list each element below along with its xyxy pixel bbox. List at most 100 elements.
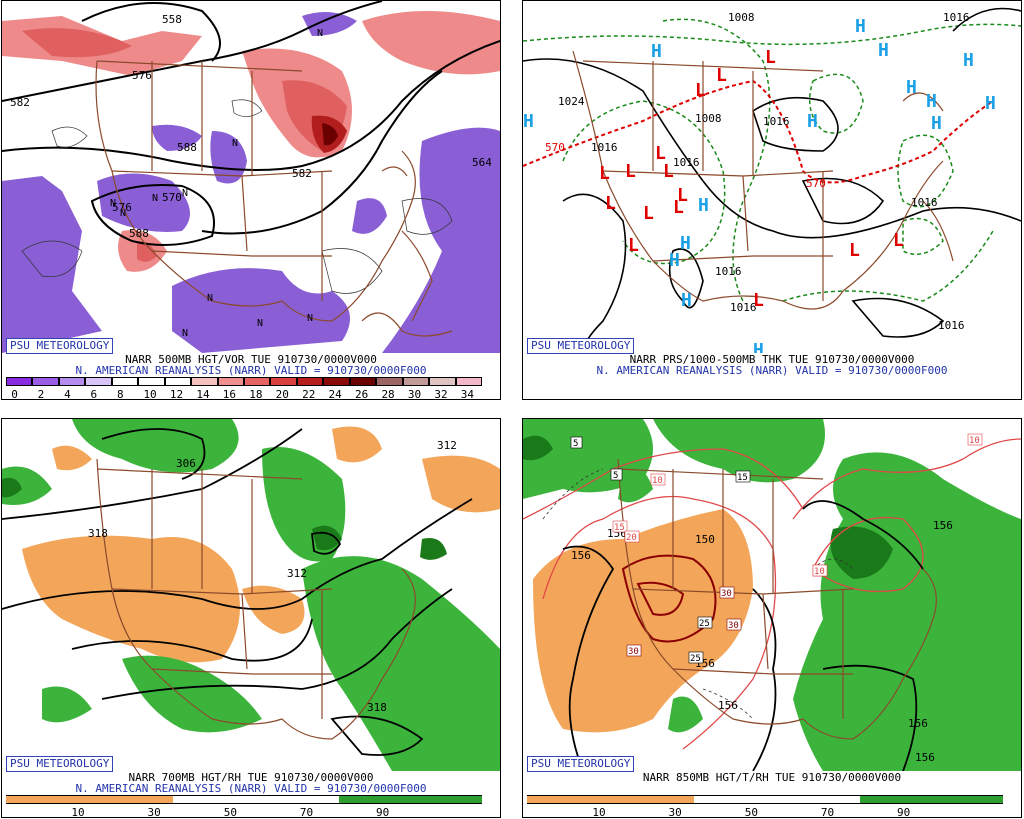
svg-text:1016: 1016 (763, 115, 790, 128)
svg-text:L: L (643, 203, 654, 224)
svg-text:H: H (855, 16, 866, 37)
colorbar-segment (32, 377, 59, 386)
negative-vorticity-areas (2, 12, 500, 353)
colorbar-segment (296, 377, 324, 386)
svg-text:H: H (926, 91, 937, 112)
svg-text:1008: 1008 (695, 112, 722, 125)
colorbar-segment (860, 795, 1003, 804)
colorbar-segment (455, 377, 482, 386)
svg-text:156: 156 (571, 549, 591, 562)
saturated-areas (523, 435, 893, 579)
psu-meteorology-label: PSU METEOROLOGY (6, 338, 114, 354)
contour-label: 576 (132, 69, 152, 82)
svg-text:156: 156 (915, 751, 935, 764)
svg-text:318: 318 (88, 527, 108, 540)
svg-text:N: N (120, 208, 126, 219)
svg-text:H: H (906, 77, 917, 98)
svg-text:156: 156 (718, 699, 738, 712)
contour-label: 558 (162, 13, 182, 26)
contour-labels: 306 312 318 312 318 (88, 439, 457, 714)
svg-text:N: N (257, 318, 263, 329)
colorbar-tick-label: 90 (897, 806, 911, 818)
svg-text:N: N (182, 328, 188, 339)
height-contours (2, 428, 473, 756)
svg-text:N: N (207, 293, 213, 304)
svg-text:L: L (677, 185, 688, 206)
colorbar-tick-label: 30 (147, 806, 161, 818)
map-850mb-temp-rh: 150 156 156 156 156 156 156 156 5 5 10 1… (523, 419, 1021, 771)
colorbar-segment (527, 795, 694, 804)
colorbar-segment (58, 377, 86, 386)
svg-text:L: L (599, 163, 610, 184)
svg-text:N: N (307, 313, 313, 324)
svg-text:L: L (893, 230, 904, 251)
colorbar-tick-label: 30 (407, 388, 422, 400)
map-500mb-vorticity: 582 582 588 588 576 576 570 564 558 N N … (2, 1, 500, 353)
colorbar-tick-label: 10 (592, 806, 606, 818)
svg-text:1016: 1016 (591, 141, 618, 154)
contour-label: 564 (472, 156, 492, 169)
geography-lines (95, 60, 453, 337)
svg-text:L: L (605, 193, 616, 214)
svg-text:156: 156 (908, 717, 928, 730)
temperature-labels: 5 5 10 10 10 15 15 20 25 25 30 30 30 10 (570, 433, 983, 664)
colorbar-segment (217, 377, 244, 386)
panel-850mb-temp-rh: 150 156 156 156 156 156 156 156 5 5 10 1… (522, 418, 1022, 818)
svg-text:N: N (152, 193, 158, 204)
colorbar-tick-label: 10 (71, 806, 85, 818)
dry-areas (22, 426, 500, 663)
svg-text:20: 20 (626, 533, 637, 543)
colorbar-segment (693, 795, 861, 804)
colorbar-segment (376, 377, 403, 386)
svg-text:L: L (628, 235, 639, 256)
svg-text:H: H (753, 340, 764, 353)
colorbar-tick-label: 50 (744, 806, 758, 818)
contour-label: 582 (292, 167, 312, 180)
svg-text:30: 30 (628, 647, 639, 657)
colorbar-tick-label: 0 (11, 388, 18, 400)
svg-text:1016: 1016 (943, 11, 970, 24)
svg-text:25: 25 (699, 619, 710, 629)
psu-meteorology-label: PSU METEOROLOGY (527, 756, 635, 772)
colorbar-segment (191, 377, 218, 386)
svg-text:1016: 1016 (715, 265, 742, 278)
svg-text:10: 10 (969, 436, 980, 446)
colorbar-tick-label: 50 (223, 806, 237, 818)
colorbar-segment (138, 377, 165, 386)
panel-subcaption: N. AMERICAN REANALYSIS (NARR) VALID = 91… (596, 364, 948, 377)
contour-label: 588 (177, 141, 197, 154)
svg-text:L: L (716, 65, 727, 86)
svg-text:N: N (110, 198, 116, 209)
colorbar-vorticity (6, 377, 482, 386)
svg-text:H: H (681, 290, 692, 311)
low-pressure-markers: L L L L L L L L L L L L L L L (599, 47, 904, 311)
colorbar-tick-label: 30 (668, 806, 682, 818)
svg-text:N: N (317, 28, 323, 39)
thickness-contours (523, 18, 1021, 302)
colorbar-segment (429, 377, 456, 386)
svg-text:L: L (849, 240, 860, 261)
geography-lines (96, 458, 416, 740)
svg-text:H: H (878, 40, 889, 61)
svg-text:25: 25 (690, 654, 701, 664)
svg-text:15: 15 (737, 473, 748, 483)
svg-text:N: N (182, 188, 188, 199)
svg-text:570: 570 (545, 141, 565, 154)
svg-text:1016: 1016 (911, 196, 938, 209)
svg-text:150: 150 (695, 533, 715, 546)
colorbar-tick-label: 8 (117, 388, 124, 400)
geography-lines (572, 50, 954, 310)
panel-caption: NARR 850MB HGT/T/RH TUE 910730/0000V000 (642, 771, 902, 784)
panel-subcaption: N. AMERICAN REANALYSIS (NARR) VALID = 91… (75, 782, 427, 795)
svg-text:1016: 1016 (673, 156, 700, 169)
high-pressure-markers: H H H H H H H H H H H H H H H (523, 16, 996, 353)
colorbar-segment (6, 795, 173, 804)
svg-text:1024: 1024 (558, 95, 585, 108)
thickness-570-contour (523, 79, 994, 184)
colorbar-tick-label: 34 (460, 388, 475, 400)
contour-label: 576 (112, 201, 132, 214)
svg-text:L: L (695, 80, 706, 101)
colorbar-segment (85, 377, 112, 386)
height-contours (562, 500, 924, 771)
temperature-contours (523, 438, 1021, 750)
